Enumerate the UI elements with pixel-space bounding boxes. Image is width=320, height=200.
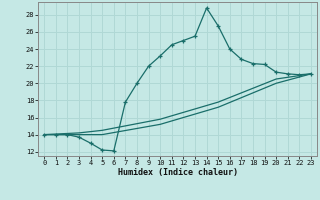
X-axis label: Humidex (Indice chaleur): Humidex (Indice chaleur) <box>118 168 238 177</box>
